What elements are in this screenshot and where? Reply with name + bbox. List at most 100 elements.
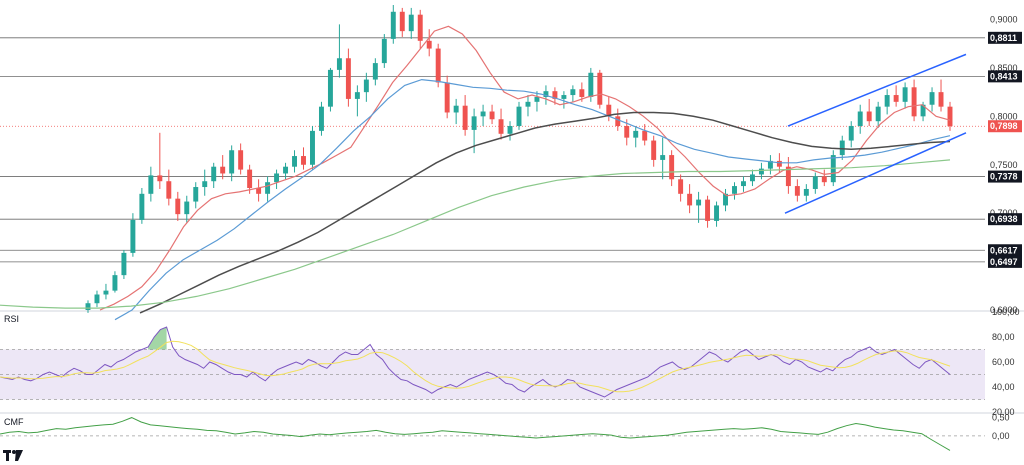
candle-body bbox=[588, 72, 594, 97]
level-tag-label: 0,6617 bbox=[990, 245, 1018, 255]
price-tick-label: 0,7000 bbox=[990, 208, 1018, 218]
level-tag bbox=[988, 170, 1022, 183]
candle-body bbox=[821, 176, 827, 183]
candle-body bbox=[103, 290, 109, 295]
price-pane bbox=[0, 5, 1024, 321]
candle-body bbox=[157, 175, 163, 182]
candle-body bbox=[516, 106, 522, 127]
candle-body bbox=[202, 181, 208, 188]
candle-body bbox=[381, 38, 387, 64]
candle-body bbox=[714, 205, 720, 221]
candle-body bbox=[758, 168, 764, 175]
candle-body bbox=[408, 14, 414, 32]
rsi-tick-label: 60,00 bbox=[992, 357, 1015, 367]
candle-body bbox=[507, 126, 513, 134]
level-tag bbox=[988, 213, 1022, 226]
moving-average-line bbox=[0, 159, 951, 309]
candle-body bbox=[372, 63, 378, 80]
candle-body bbox=[229, 150, 235, 174]
level-tag bbox=[988, 70, 1022, 83]
candle-body bbox=[741, 181, 746, 187]
candle-body bbox=[175, 198, 181, 215]
candle-body bbox=[543, 91, 549, 97]
candle-body bbox=[606, 104, 612, 117]
rsi-tick-label: 80,00 bbox=[992, 332, 1015, 342]
candle-body bbox=[669, 155, 675, 180]
candle-body bbox=[354, 92, 360, 99]
moving-average-line bbox=[139, 111, 951, 314]
candle-body bbox=[498, 119, 504, 134]
current-price-label: 0,7898 bbox=[990, 121, 1018, 131]
level-tag bbox=[988, 31, 1022, 44]
cmf-tick-label: 0,50 bbox=[992, 413, 1010, 423]
candle-body bbox=[534, 96, 540, 102]
level-tag bbox=[988, 244, 1022, 257]
rsi-signal-line bbox=[0, 340, 951, 393]
price-tick-label: 0,9000 bbox=[990, 15, 1018, 25]
candle-body bbox=[615, 116, 621, 127]
candle-body bbox=[696, 199, 702, 206]
level-tag-label: 0,6938 bbox=[990, 214, 1018, 224]
candle-body bbox=[426, 40, 432, 49]
candle-body bbox=[363, 79, 369, 93]
candle-body bbox=[597, 72, 603, 105]
candle-body bbox=[848, 126, 854, 141]
candle-body bbox=[767, 160, 773, 169]
candle-body bbox=[633, 130, 639, 138]
rsi-tick-label: 100,00 bbox=[992, 307, 1020, 317]
candle-body bbox=[256, 188, 262, 194]
candle-body bbox=[301, 156, 306, 165]
candle-body bbox=[139, 193, 145, 220]
candle-body bbox=[732, 186, 737, 194]
rsi-label: RSI bbox=[4, 314, 19, 324]
rsi-tick-label: 20,00 bbox=[992, 407, 1015, 417]
candle-body bbox=[220, 166, 226, 174]
candle-body bbox=[489, 111, 495, 120]
candle-body bbox=[642, 130, 648, 141]
candle-body bbox=[929, 92, 935, 105]
trend-channel-lower bbox=[784, 132, 967, 214]
level-tag-label: 0,8413 bbox=[990, 71, 1018, 81]
candle-body bbox=[866, 111, 872, 122]
candle-body bbox=[579, 89, 585, 97]
tradingview-logo-icon bbox=[3, 450, 23, 461]
candle-body bbox=[552, 91, 558, 99]
candle-body bbox=[651, 140, 657, 160]
candle-body bbox=[94, 294, 100, 304]
candle-body bbox=[911, 87, 917, 117]
candle-body bbox=[417, 14, 423, 41]
trend-channel-upper bbox=[787, 53, 967, 127]
price-axis: 0,9000 0,8500 0,8000 0,7500 0,7000 0,6000 0,88… bbox=[988, 15, 1022, 441]
moving-average-line bbox=[114, 78, 951, 321]
candle-body bbox=[238, 150, 244, 170]
price-tick-label: 0,8500 bbox=[990, 63, 1018, 73]
price-tick-label: 0,8000 bbox=[990, 111, 1018, 121]
candle-body bbox=[893, 95, 899, 102]
candle-body bbox=[839, 140, 845, 156]
candle-body bbox=[561, 95, 567, 99]
candle-body bbox=[884, 95, 890, 107]
candle-body bbox=[705, 199, 711, 221]
candle-body bbox=[193, 187, 199, 202]
candle-body bbox=[749, 174, 755, 182]
candle-body bbox=[310, 130, 315, 165]
candle-body bbox=[902, 87, 908, 102]
rsi-pane: RSI bbox=[0, 314, 1024, 414]
cmf-label: CMF bbox=[4, 417, 24, 427]
cmf-pane: CMF bbox=[0, 417, 985, 451]
candle-body bbox=[723, 193, 728, 206]
candle-body bbox=[283, 166, 289, 174]
candle-body bbox=[678, 179, 684, 194]
candle-body bbox=[687, 193, 693, 206]
candle-body bbox=[130, 219, 136, 253]
candle-body bbox=[776, 160, 782, 167]
candle-body bbox=[274, 173, 280, 183]
candle-body bbox=[112, 275, 118, 291]
level-tag-label: 0,8811 bbox=[990, 33, 1017, 43]
rsi-overbought-fill bbox=[148, 327, 167, 350]
candle-body bbox=[292, 156, 297, 167]
current-price-tag bbox=[988, 120, 1022, 133]
level-tag-label: 0,7378 bbox=[990, 172, 1018, 182]
candle-body bbox=[480, 111, 486, 117]
